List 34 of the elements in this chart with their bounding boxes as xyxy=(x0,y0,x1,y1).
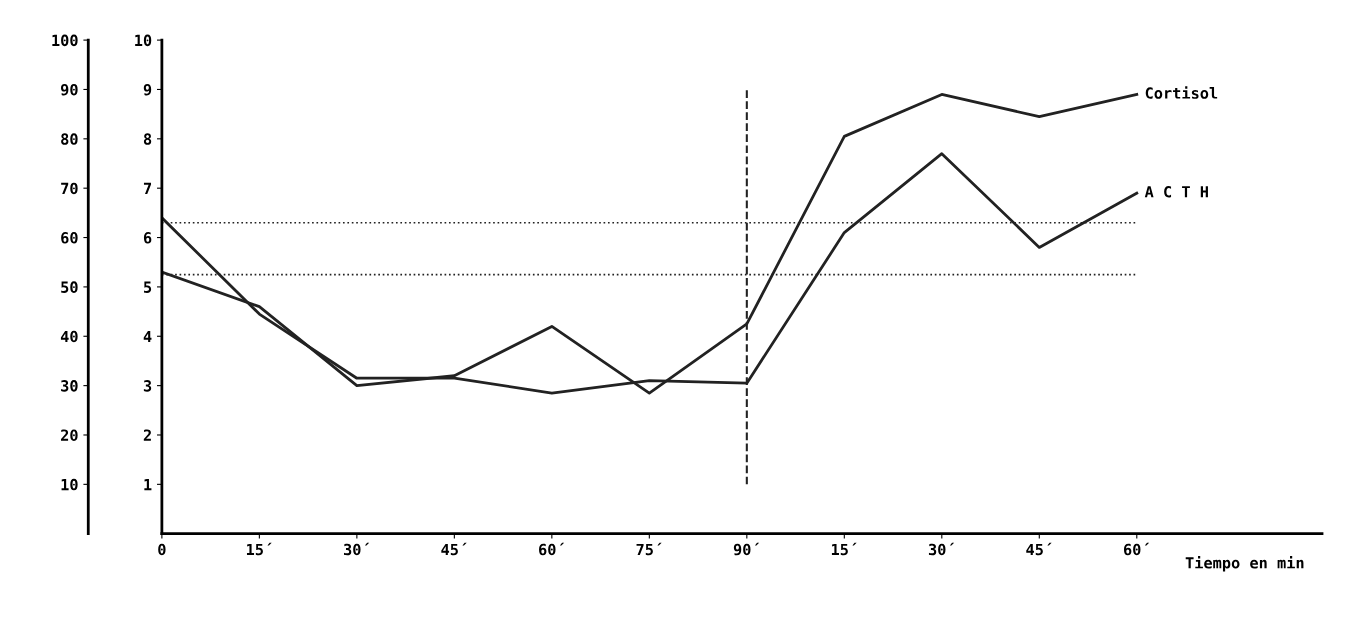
y-tick-label: 90 xyxy=(60,83,78,96)
y2-tick-label: 10 xyxy=(135,34,152,47)
y-tick-label: 80 xyxy=(61,133,78,145)
x-tick-label: 15´ xyxy=(246,542,272,556)
x-tick-label: 30´ xyxy=(344,542,370,556)
y2-tick-label: 7 xyxy=(143,182,152,194)
y-tick-label: 50 xyxy=(61,281,78,293)
x-tick-label: 30´ xyxy=(928,542,955,556)
y2-tick-label: 3 xyxy=(143,380,152,392)
series-label: Cortisol xyxy=(1145,86,1218,99)
x-tick-label: 45´ xyxy=(1026,542,1052,556)
x-tick-label: 15´ xyxy=(831,542,857,556)
y2-tick-label: 4 xyxy=(143,330,152,343)
x-tick-label: 0 xyxy=(158,543,166,556)
x-tick-label: 45´ xyxy=(441,542,467,556)
y2-tick-label: 6 xyxy=(143,232,152,244)
x-tick-label: 75´ xyxy=(636,542,662,556)
y-tick-label: 60 xyxy=(61,232,78,244)
x-tick-label: 60´ xyxy=(1123,542,1150,556)
x-tick-label: 60´ xyxy=(539,542,565,556)
x-tick-label: 90´ xyxy=(733,542,760,556)
y-tick-label: 10 xyxy=(61,478,78,491)
y-tick-label: 70 xyxy=(61,182,78,195)
y2-tick-label: 5 xyxy=(144,281,152,293)
x-axis-title: Tiempo en min xyxy=(1185,555,1304,572)
y2-tick-label: 2 xyxy=(143,429,151,441)
y-tick-label: 40 xyxy=(60,330,78,343)
y2-tick-label: 9 xyxy=(143,84,152,96)
series-label: A C T H xyxy=(1144,186,1208,198)
y-tick-label: 20 xyxy=(61,429,78,442)
y-tick-label: 30 xyxy=(61,380,78,392)
y2-tick-label: 8 xyxy=(143,133,152,145)
y2-tick-label: 1 xyxy=(144,479,152,491)
y-tick-label: 100 xyxy=(52,34,78,47)
